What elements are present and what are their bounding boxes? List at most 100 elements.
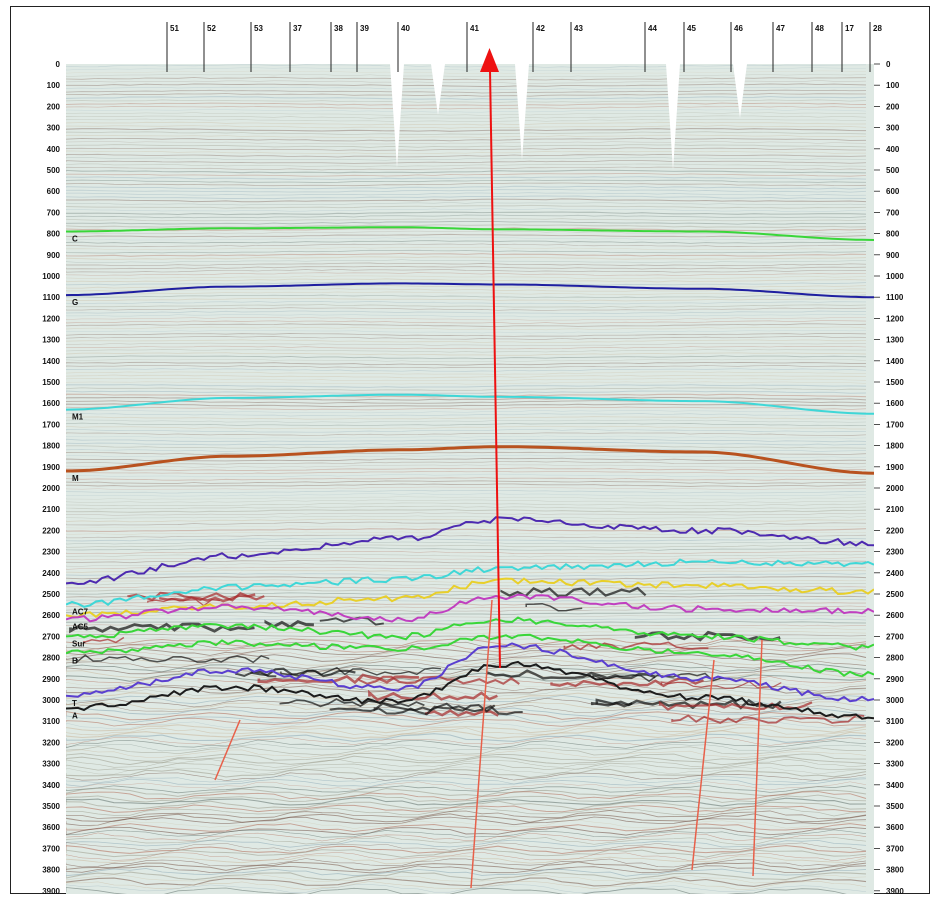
reflector-trace	[66, 141, 867, 145]
depth-tick-label: 500	[886, 166, 900, 175]
reflector-trace	[66, 99, 867, 103]
arrow-head-icon	[480, 48, 499, 72]
depth-tick-label: 1500	[886, 378, 904, 387]
reflector-trace	[66, 441, 867, 446]
reflector-trace	[66, 105, 867, 110]
strong-reflector	[257, 673, 419, 685]
reflector-trace	[66, 377, 867, 382]
reflector-trace	[66, 387, 867, 391]
depth-tick-label: 1900	[42, 463, 60, 472]
reflector-trace	[66, 185, 867, 190]
depth-tick-label: 3200	[886, 738, 904, 747]
reflector-trace	[66, 464, 867, 468]
depth-tick-label: 3100	[42, 717, 60, 726]
reflector-trace	[66, 361, 866, 366]
reflector-trace	[66, 118, 867, 122]
reflector-trace	[66, 211, 867, 216]
reflector-trace	[66, 214, 867, 219]
reflector-trace	[66, 759, 867, 768]
reflector-trace	[66, 470, 867, 475]
reflector-trace	[66, 95, 867, 100]
depth-tick-label: 2000	[42, 484, 60, 493]
reflector-trace	[66, 230, 867, 234]
reflector-trace	[66, 689, 867, 698]
reflector-trace	[66, 714, 867, 724]
reflector-trace	[66, 336, 867, 340]
reflector-trace	[66, 813, 867, 823]
reflector-trace	[66, 541, 867, 545]
depth-tick-label: 3900	[42, 887, 60, 896]
reflector-trace	[66, 246, 867, 251]
depth-tick-label: 2100	[42, 505, 60, 514]
depth-tick-label: 2400	[42, 569, 60, 578]
depth-tick-label: 500	[47, 166, 61, 175]
reflector-trace	[66, 281, 867, 286]
reflector-trace	[66, 553, 867, 558]
reflector-trace	[66, 352, 867, 356]
reflector-trace	[66, 323, 867, 327]
reflector-trace	[66, 807, 867, 817]
reflector-trace	[66, 310, 867, 315]
reflector-trace	[66, 419, 867, 423]
reflector-trace	[66, 720, 867, 730]
reflector-trace	[66, 797, 867, 807]
reflector-trace	[66, 349, 866, 353]
reflector-trace	[66, 835, 867, 845]
depth-tick-label: 1600	[886, 399, 904, 408]
strong-reflector	[485, 669, 656, 680]
well-label: 46	[734, 24, 743, 33]
horizon-line	[66, 642, 874, 703]
reflector-trace	[66, 189, 867, 193]
horizon-line	[66, 445, 874, 475]
depth-tick-label: 1000	[42, 272, 60, 281]
reflector-trace	[66, 778, 867, 788]
depth-tick-label: 1100	[886, 293, 904, 302]
depth-tick-label: 1400	[886, 357, 904, 366]
reflector-trace	[66, 390, 867, 395]
reflector-trace	[66, 368, 867, 372]
fault-line	[752, 639, 763, 877]
reflector-trace	[66, 477, 867, 481]
reflector-trace	[66, 403, 867, 408]
left-depth-axis: 0 100 200 300 400 500 600 700 800 900 1000 1100 1200…	[42, 60, 60, 896]
interpreted-faults	[214, 599, 763, 889]
reflector-trace	[66, 781, 867, 791]
reflector-trace	[66, 787, 867, 797]
reflector-trace	[66, 233, 867, 238]
shallow-mute-wedges	[390, 64, 747, 170]
reflector-trace	[66, 800, 867, 810]
depth-tick-label: 2300	[886, 548, 904, 557]
reflector-trace	[66, 365, 867, 369]
horizon-line	[66, 633, 874, 678]
depth-tick-label: 600	[886, 187, 900, 196]
reflector-trace	[66, 93, 867, 97]
reflector-trace	[66, 887, 847, 894]
depth-tick-label: 900	[47, 251, 61, 260]
horizon-label: M	[72, 474, 79, 483]
reflector-trace	[66, 147, 866, 151]
reflector-trace	[66, 489, 867, 494]
reflector-trace	[66, 683, 867, 692]
reflector-trace	[66, 294, 867, 299]
depth-tick-label: 1500	[42, 378, 60, 387]
depth-tick-label: 2400	[886, 569, 904, 578]
reflector-trace	[66, 755, 867, 766]
depth-tick-label: 2700	[886, 632, 904, 641]
reflector-trace	[66, 842, 867, 852]
section-arrow	[480, 48, 501, 669]
strong-reflector	[500, 586, 647, 598]
depth-tick-label: 2800	[42, 654, 60, 663]
reflector-trace	[66, 144, 867, 148]
reflector-trace	[66, 614, 867, 618]
reflector-trace	[66, 269, 867, 273]
reflector-trace	[66, 528, 867, 532]
reflector-trace	[66, 653, 867, 663]
reflector-trace	[66, 115, 867, 119]
reflector-trace	[66, 416, 867, 420]
depth-tick-label: 3000	[886, 696, 904, 705]
horizon-line	[66, 660, 874, 720]
reflector-trace	[66, 195, 867, 200]
reflector-trace	[66, 521, 867, 526]
depth-tick-label: 3000	[42, 696, 60, 705]
